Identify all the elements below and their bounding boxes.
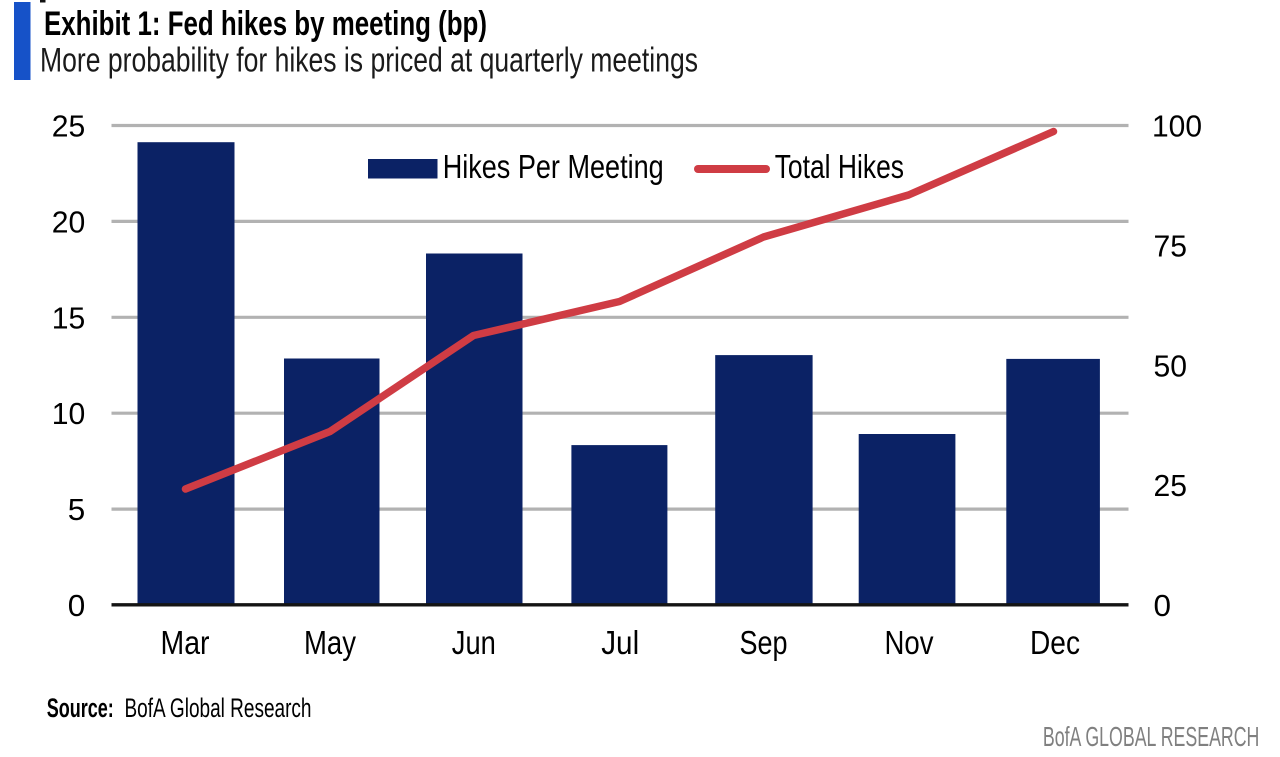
svg-text:25: 25 (52, 109, 86, 144)
svg-text:75: 75 (1154, 228, 1188, 263)
svg-text:Source:: Source: (47, 693, 114, 723)
svg-text:Mar: Mar (161, 624, 210, 661)
svg-text:Nov: Nov (885, 624, 934, 661)
svg-text:15: 15 (52, 300, 86, 335)
svg-text:More probability for hikes is: More probability for hikes is priced at … (40, 42, 698, 80)
svg-text:Exhibit 1: Fed hikes by meetin: Exhibit 1: Fed hikes by meeting (bp) (44, 5, 487, 43)
svg-text:10: 10 (52, 396, 86, 431)
svg-text:Dec: Dec (1030, 624, 1080, 661)
svg-text:Sep: Sep (740, 624, 788, 661)
svg-text:Total Hikes: Total Hikes (775, 148, 904, 185)
svg-text:25: 25 (1154, 468, 1188, 503)
svg-text:Jul: Jul (601, 624, 639, 661)
svg-text:0: 0 (68, 588, 86, 623)
svg-text:May: May (304, 624, 356, 661)
svg-text:BofA Global Research: BofA Global Research (125, 693, 312, 723)
svg-text:100: 100 (1152, 109, 1202, 144)
svg-text:BofA GLOBAL RESEARCH: BofA GLOBAL RESEARCH (1043, 721, 1260, 752)
svg-text:5: 5 (68, 492, 86, 527)
svg-text:0: 0 (1154, 588, 1172, 623)
svg-text:Jun: Jun (452, 624, 496, 661)
svg-text:20: 20 (52, 205, 86, 240)
svg-text:50: 50 (1154, 348, 1188, 383)
svg-text:Hikes Per Meeting: Hikes Per Meeting (443, 148, 664, 185)
